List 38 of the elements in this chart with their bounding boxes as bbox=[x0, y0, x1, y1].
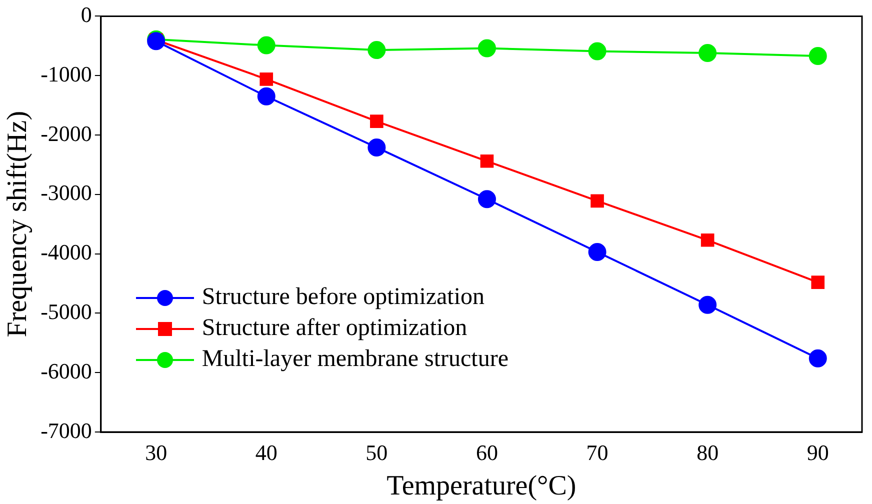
point bbox=[478, 190, 496, 208]
point bbox=[480, 154, 494, 168]
y-tick-label: -7000 bbox=[40, 418, 92, 443]
x-tick-label: 50 bbox=[366, 440, 388, 465]
x-tick-label: 80 bbox=[696, 440, 719, 465]
x-tick-label: 90 bbox=[806, 440, 829, 465]
legend-label: Multi-layer membrane structure bbox=[202, 345, 508, 374]
legend-label: Structure before optimization bbox=[202, 283, 484, 312]
y-tick-label: -2000 bbox=[40, 120, 92, 146]
point bbox=[808, 349, 827, 368]
y-tick-label: 0 bbox=[80, 2, 92, 27]
point bbox=[808, 47, 827, 65]
point bbox=[260, 72, 274, 86]
x-tick-label: 70 bbox=[586, 440, 608, 465]
x-tick-label: 40 bbox=[255, 440, 278, 465]
point bbox=[370, 114, 384, 128]
point bbox=[588, 42, 606, 60]
point bbox=[478, 39, 496, 58]
y-tick-label: -5000 bbox=[40, 298, 92, 324]
point bbox=[590, 194, 604, 208]
point bbox=[588, 243, 606, 262]
point bbox=[698, 44, 717, 62]
point bbox=[700, 233, 714, 247]
y-axis-title: Frequency shift(Hz) bbox=[2, 110, 34, 338]
point bbox=[257, 87, 276, 106]
x-tick-label: 30 bbox=[145, 440, 168, 465]
legend-label: Structure after optimization bbox=[202, 314, 468, 343]
y-tick-label: -6000 bbox=[40, 358, 92, 384]
point bbox=[698, 296, 717, 314]
x-axis-title: Temperature(°C) bbox=[386, 470, 576, 502]
y-tick-label: -4000 bbox=[40, 240, 92, 265]
x-tick-label: 60 bbox=[476, 440, 498, 465]
y-tick-label: -3000 bbox=[40, 180, 92, 206]
point bbox=[257, 36, 276, 54]
y-tick-label: -1000 bbox=[40, 61, 92, 86]
point bbox=[368, 138, 386, 156]
point bbox=[811, 276, 825, 289]
point bbox=[368, 41, 386, 60]
